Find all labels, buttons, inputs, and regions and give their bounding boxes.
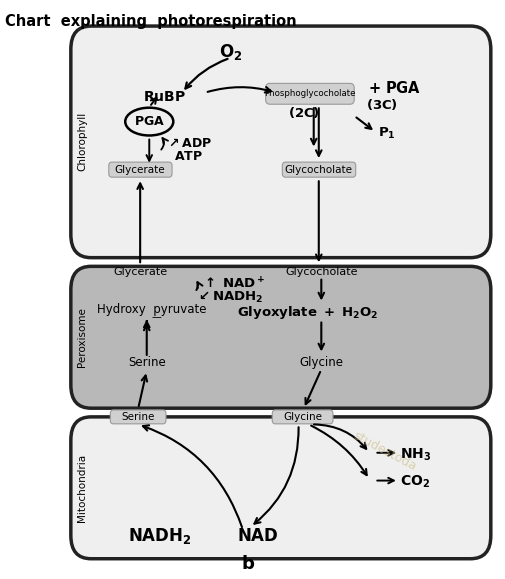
- FancyBboxPatch shape: [71, 266, 490, 408]
- Text: $\mathbf{\ \ ATP}$: $\mathbf{\ \ ATP}$: [166, 150, 203, 163]
- Text: Serine: Serine: [128, 356, 165, 369]
- Text: $\mathbf{NAD}$: $\mathbf{NAD}$: [237, 526, 278, 545]
- Ellipse shape: [125, 108, 173, 135]
- Text: Glycerate: Glycerate: [115, 164, 165, 175]
- Text: $\mathbf{(2C)}$: $\mathbf{(2C)}$: [287, 105, 319, 120]
- Text: $\mathbf{\uparrow\ NAD^+}$: $\mathbf{\uparrow\ NAD^+}$: [202, 276, 266, 291]
- FancyBboxPatch shape: [265, 83, 354, 104]
- Text: $\mathbf{Glyoxylate\ +\ H_2O_2}$: $\mathbf{Glyoxylate\ +\ H_2O_2}$: [237, 304, 377, 321]
- Text: $\mathbf{PGA}$: $\mathbf{PGA}$: [133, 115, 165, 128]
- Text: $\mathbf{NADH_2}$: $\mathbf{NADH_2}$: [128, 526, 191, 545]
- Text: Glycine: Glycine: [299, 356, 342, 369]
- Text: Glycocholate: Glycocholate: [284, 164, 352, 175]
- Text: studestoda: studestoda: [350, 430, 418, 474]
- Text: $\mathbf{+\ PGA}$: $\mathbf{+\ PGA}$: [368, 80, 421, 96]
- Text: Glycerate: Glycerate: [113, 267, 167, 277]
- Text: Chart  explaining  photorespiration: Chart explaining photorespiration: [5, 14, 296, 30]
- FancyBboxPatch shape: [110, 410, 166, 424]
- Text: Chlorophyll: Chlorophyll: [77, 112, 87, 171]
- Text: $\mathbf{RuBP}$: $\mathbf{RuBP}$: [143, 90, 185, 104]
- Text: Glycocholate: Glycocholate: [284, 267, 357, 277]
- Text: —: —: [152, 312, 162, 322]
- Text: Mitochondria: Mitochondria: [77, 454, 87, 522]
- Text: $\mathbf{CO_2}$: $\mathbf{CO_2}$: [399, 474, 429, 490]
- FancyBboxPatch shape: [282, 162, 355, 177]
- Text: Hydroxy  pyruvate: Hydroxy pyruvate: [97, 303, 206, 316]
- Text: Serine: Serine: [121, 412, 155, 422]
- Text: Phosphoglycocholate: Phosphoglycocholate: [264, 89, 355, 98]
- FancyBboxPatch shape: [71, 417, 490, 559]
- FancyBboxPatch shape: [272, 410, 332, 424]
- Text: $\mathbf{b}$: $\mathbf{b}$: [240, 555, 255, 573]
- Text: Glycine: Glycine: [282, 412, 322, 422]
- Text: $\mathbf{P_1}$: $\mathbf{P_1}$: [378, 126, 395, 141]
- Text: $\mathbf{NH_3}$: $\mathbf{NH_3}$: [399, 446, 430, 463]
- Text: $\mathbf{\swarrow NADH_2}$: $\mathbf{\swarrow NADH_2}$: [196, 290, 263, 305]
- FancyBboxPatch shape: [71, 26, 490, 258]
- Text: $\mathbf{O_2}$: $\mathbf{O_2}$: [218, 42, 241, 62]
- Text: $\mathbf{\nearrow ADP}$: $\mathbf{\nearrow ADP}$: [166, 137, 212, 150]
- FancyBboxPatch shape: [109, 162, 172, 177]
- Text: Peroxisome: Peroxisome: [77, 307, 87, 367]
- Text: $\mathbf{(3C)}$: $\mathbf{(3C)}$: [365, 97, 397, 112]
